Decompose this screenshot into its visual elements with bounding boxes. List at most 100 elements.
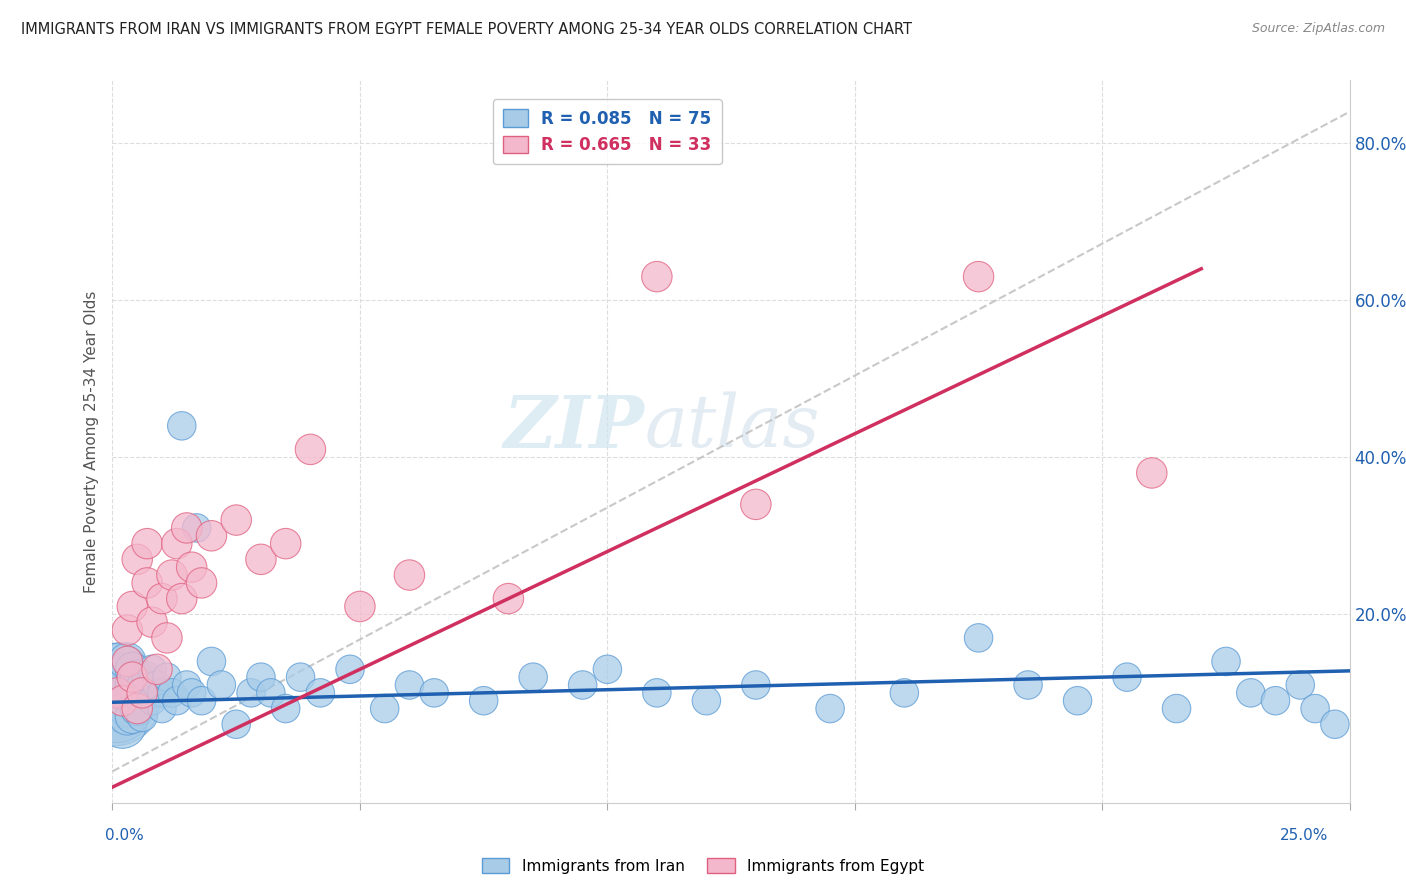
Point — [209, 678, 232, 692]
Point — [117, 623, 139, 637]
Text: 25.0%: 25.0% — [1281, 828, 1329, 843]
Point — [121, 599, 143, 614]
Point — [117, 655, 139, 669]
Point — [180, 686, 202, 700]
Point — [472, 694, 495, 708]
Point — [131, 709, 153, 723]
Point — [141, 662, 163, 676]
Point — [114, 678, 136, 692]
Point — [127, 686, 149, 700]
Point — [117, 670, 139, 684]
Point — [309, 686, 332, 700]
Point — [571, 678, 593, 692]
Point — [160, 686, 183, 700]
Point — [121, 709, 143, 723]
Point — [967, 269, 990, 284]
Point — [127, 670, 149, 684]
Text: 0.0%: 0.0% — [105, 828, 145, 843]
Point — [127, 552, 149, 566]
Point — [1066, 694, 1088, 708]
Point — [374, 701, 396, 715]
Point — [150, 686, 173, 700]
Point — [121, 662, 143, 676]
Point — [1264, 694, 1286, 708]
Point — [250, 552, 273, 566]
Point — [893, 686, 915, 700]
Point — [186, 521, 208, 535]
Text: Source: ZipAtlas.com: Source: ZipAtlas.com — [1251, 22, 1385, 36]
Point — [150, 701, 173, 715]
Point — [127, 701, 149, 715]
Point — [131, 694, 153, 708]
Text: atlas: atlas — [644, 392, 820, 462]
Point — [1116, 670, 1139, 684]
Point — [141, 615, 163, 630]
Point — [146, 678, 169, 692]
Point — [117, 709, 139, 723]
Point — [111, 694, 134, 708]
Point — [111, 670, 134, 684]
Point — [190, 694, 212, 708]
Point — [121, 694, 143, 708]
Point — [114, 694, 136, 708]
Point — [156, 631, 179, 645]
Point — [127, 701, 149, 715]
Point — [349, 599, 371, 614]
Point — [107, 686, 129, 700]
Point — [104, 694, 127, 708]
Point — [200, 529, 222, 543]
Point — [150, 591, 173, 606]
Y-axis label: Female Poverty Among 25-34 Year Olds: Female Poverty Among 25-34 Year Olds — [83, 291, 98, 592]
Point — [176, 678, 198, 692]
Point — [274, 701, 297, 715]
Point — [645, 686, 668, 700]
Point — [240, 686, 263, 700]
Point — [107, 686, 129, 700]
Point — [1215, 655, 1237, 669]
Legend: R = 0.085   N = 75, R = 0.665   N = 33: R = 0.085 N = 75, R = 0.665 N = 33 — [494, 99, 721, 164]
Point — [108, 678, 131, 692]
Point — [136, 575, 159, 590]
Point — [745, 678, 768, 692]
Point — [596, 662, 619, 676]
Point — [1289, 678, 1312, 692]
Point — [745, 497, 768, 511]
Point — [170, 418, 193, 433]
Point — [1166, 701, 1188, 715]
Point — [136, 670, 159, 684]
Point — [176, 521, 198, 535]
Legend: Immigrants from Iran, Immigrants from Egypt: Immigrants from Iran, Immigrants from Eg… — [475, 852, 931, 880]
Point — [190, 575, 212, 590]
Point — [695, 694, 717, 708]
Point — [260, 686, 283, 700]
Point — [117, 686, 139, 700]
Point — [250, 670, 273, 684]
Point — [141, 694, 163, 708]
Point — [156, 670, 179, 684]
Point — [131, 686, 153, 700]
Point — [160, 568, 183, 582]
Point — [225, 513, 247, 527]
Point — [117, 701, 139, 715]
Point — [1323, 717, 1346, 731]
Point — [967, 631, 990, 645]
Point — [1303, 701, 1326, 715]
Point — [818, 701, 841, 715]
Point — [498, 591, 520, 606]
Point — [225, 717, 247, 731]
Point — [398, 678, 420, 692]
Point — [136, 686, 159, 700]
Point — [166, 694, 188, 708]
Point — [522, 670, 544, 684]
Point — [1240, 686, 1263, 700]
Point — [1140, 466, 1163, 480]
Point — [200, 655, 222, 669]
Point — [111, 686, 134, 700]
Point — [645, 269, 668, 284]
Point — [146, 662, 169, 676]
Point — [108, 662, 131, 676]
Point — [121, 670, 143, 684]
Point — [299, 442, 322, 457]
Point — [1017, 678, 1039, 692]
Point — [166, 536, 188, 550]
